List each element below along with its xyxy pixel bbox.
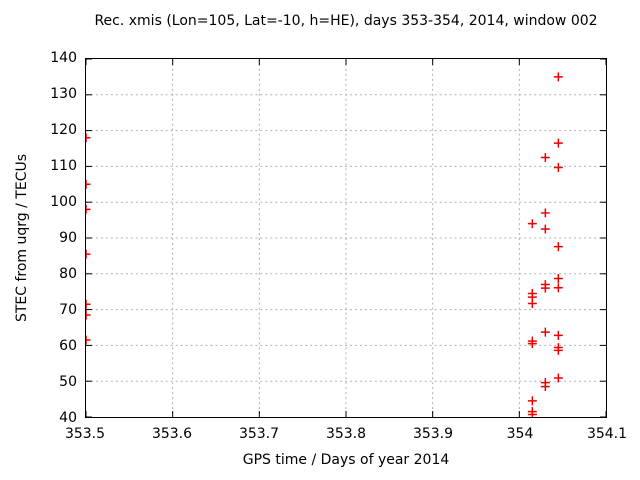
y-tick-label: 90: [59, 230, 77, 246]
data-point-marker: [553, 283, 563, 293]
data-point-marker: [86, 299, 91, 309]
data-point-marker: [540, 224, 550, 234]
x-tick-label: 354: [506, 426, 534, 442]
data-point-marker: [553, 242, 563, 252]
data-point-marker: [86, 133, 91, 143]
data-point-marker: [540, 283, 550, 293]
x-tick-label: 353.8: [325, 426, 367, 442]
y-tick-label: 130: [50, 86, 77, 102]
data-point-marker: [553, 345, 563, 355]
data-point-marker: [540, 327, 550, 337]
data-point-marker: [540, 152, 550, 162]
y-tick-label: 50: [59, 374, 77, 390]
data-point-marker: [527, 299, 537, 308]
x-axis-label: GPS time / Days of year 2014: [242, 452, 450, 468]
data-point-marker: [527, 396, 537, 406]
chart-title: Rec. xmis (Lon=105, Lat=-10, h=HE), days…: [94, 13, 598, 29]
y-tick-label: 80: [59, 266, 77, 282]
data-point-marker: [86, 179, 91, 189]
y-tick-label: 110: [50, 158, 77, 174]
data-point-marker: [553, 330, 563, 340]
x-tick-label: 353.5: [64, 426, 106, 442]
data-point-marker: [86, 335, 91, 345]
y-tick-label: 140: [50, 50, 77, 66]
data-point-marker: [553, 72, 563, 82]
plot-area: [85, 58, 607, 418]
y-tick-label: 40: [59, 410, 77, 426]
x-tick-label: 353.6: [151, 426, 193, 442]
y-tick-label: 70: [59, 302, 77, 318]
x-tick-label: 354.1: [586, 426, 628, 442]
data-point-marker: [553, 373, 563, 383]
data-point-marker: [86, 204, 91, 214]
y-tick-label: 120: [50, 122, 77, 138]
y-tick-label: 60: [59, 338, 77, 354]
data-point-marker: [527, 219, 537, 229]
data-point-marker: [527, 410, 537, 417]
y-tick-label: 100: [50, 194, 77, 210]
data-point-marker: [540, 382, 550, 392]
data-point-marker: [527, 339, 537, 349]
data-point-marker: [553, 138, 563, 148]
data-point-marker: [553, 273, 563, 283]
data-point-marker: [540, 208, 550, 218]
x-tick-label: 353.9: [412, 426, 454, 442]
x-tick-label: 353.7: [238, 426, 280, 442]
data-point-marker: [86, 249, 91, 259]
data-point-marker: [86, 310, 91, 320]
data-point-marker: [553, 162, 563, 172]
